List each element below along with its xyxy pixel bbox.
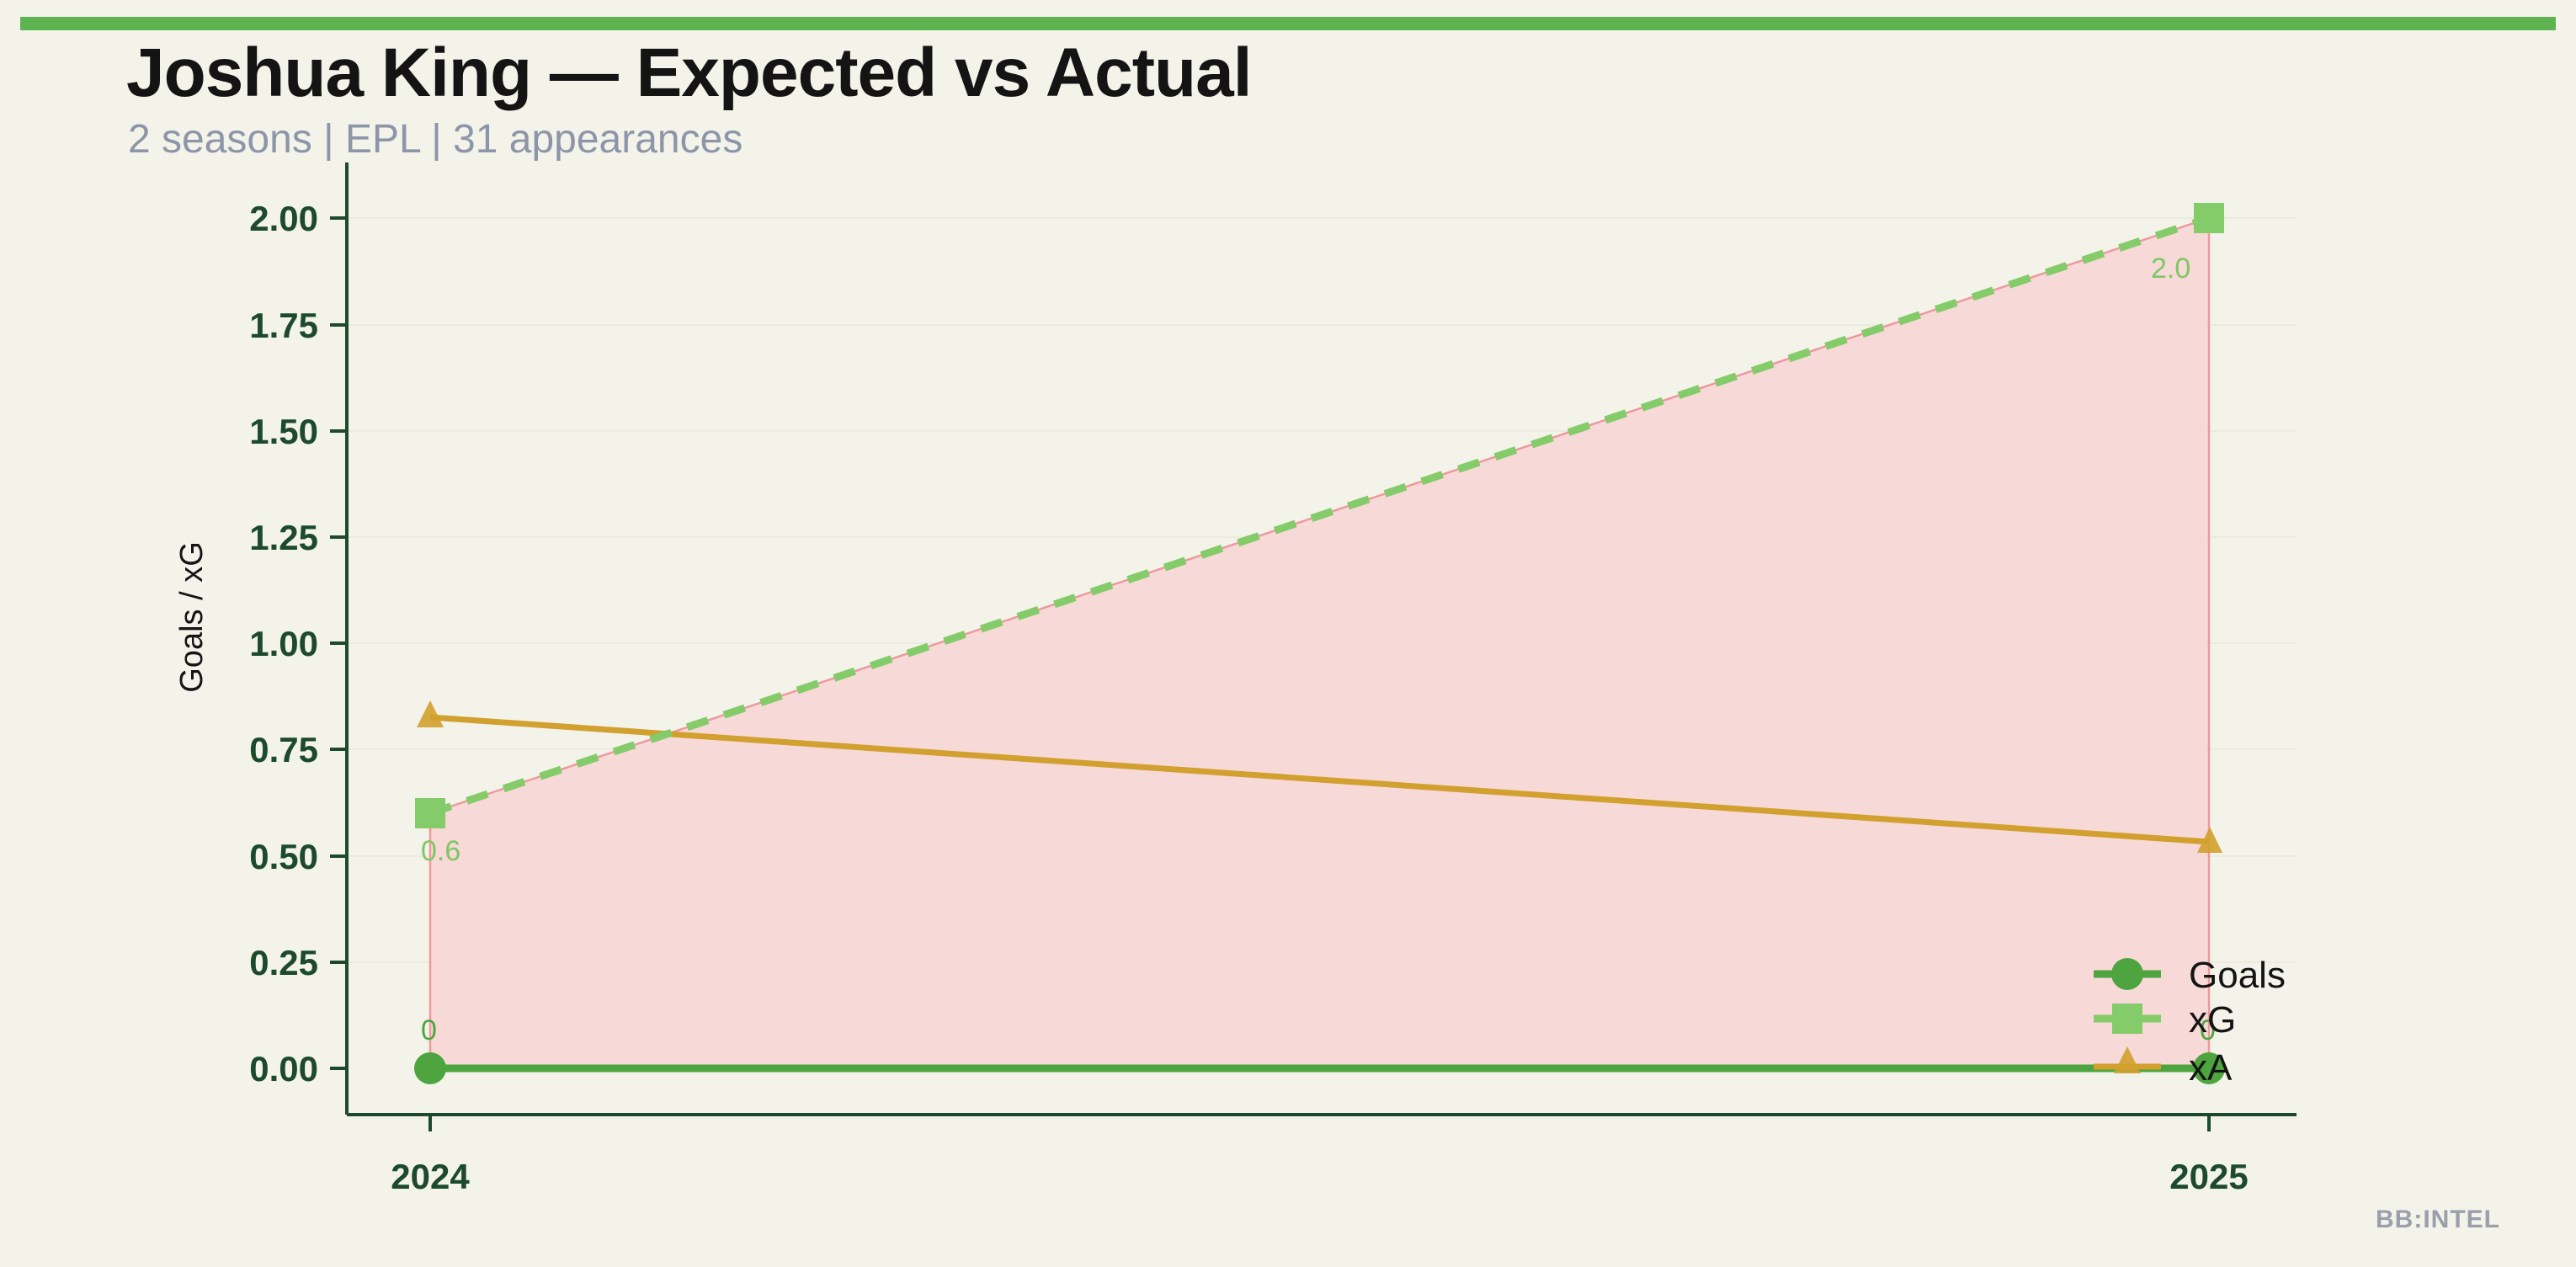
svg-text:Goals / xG: Goals / xG bbox=[174, 541, 210, 693]
svg-text:1.50: 1.50 bbox=[249, 412, 318, 451]
svg-text:0.25: 0.25 bbox=[249, 943, 318, 982]
svg-text:0: 0 bbox=[421, 1014, 437, 1046]
svg-text:1.75: 1.75 bbox=[249, 306, 318, 345]
svg-text:0.6: 0.6 bbox=[421, 835, 460, 867]
svg-text:2.0: 2.0 bbox=[2151, 253, 2190, 285]
svg-text:2024: 2024 bbox=[391, 1157, 470, 1196]
svg-text:0.75: 0.75 bbox=[249, 730, 318, 769]
svg-text:2025: 2025 bbox=[2169, 1157, 2248, 1196]
svg-text:xG: xG bbox=[2189, 999, 2236, 1041]
svg-text:0.00: 0.00 bbox=[249, 1049, 318, 1089]
svg-text:Goals: Goals bbox=[2189, 955, 2286, 996]
svg-text:1.25: 1.25 bbox=[249, 518, 318, 557]
svg-text:0.50: 0.50 bbox=[249, 837, 318, 876]
svg-text:xA: xA bbox=[2189, 1047, 2233, 1089]
svg-text:2.00: 2.00 bbox=[249, 199, 318, 238]
svg-text:1.00: 1.00 bbox=[249, 624, 318, 663]
